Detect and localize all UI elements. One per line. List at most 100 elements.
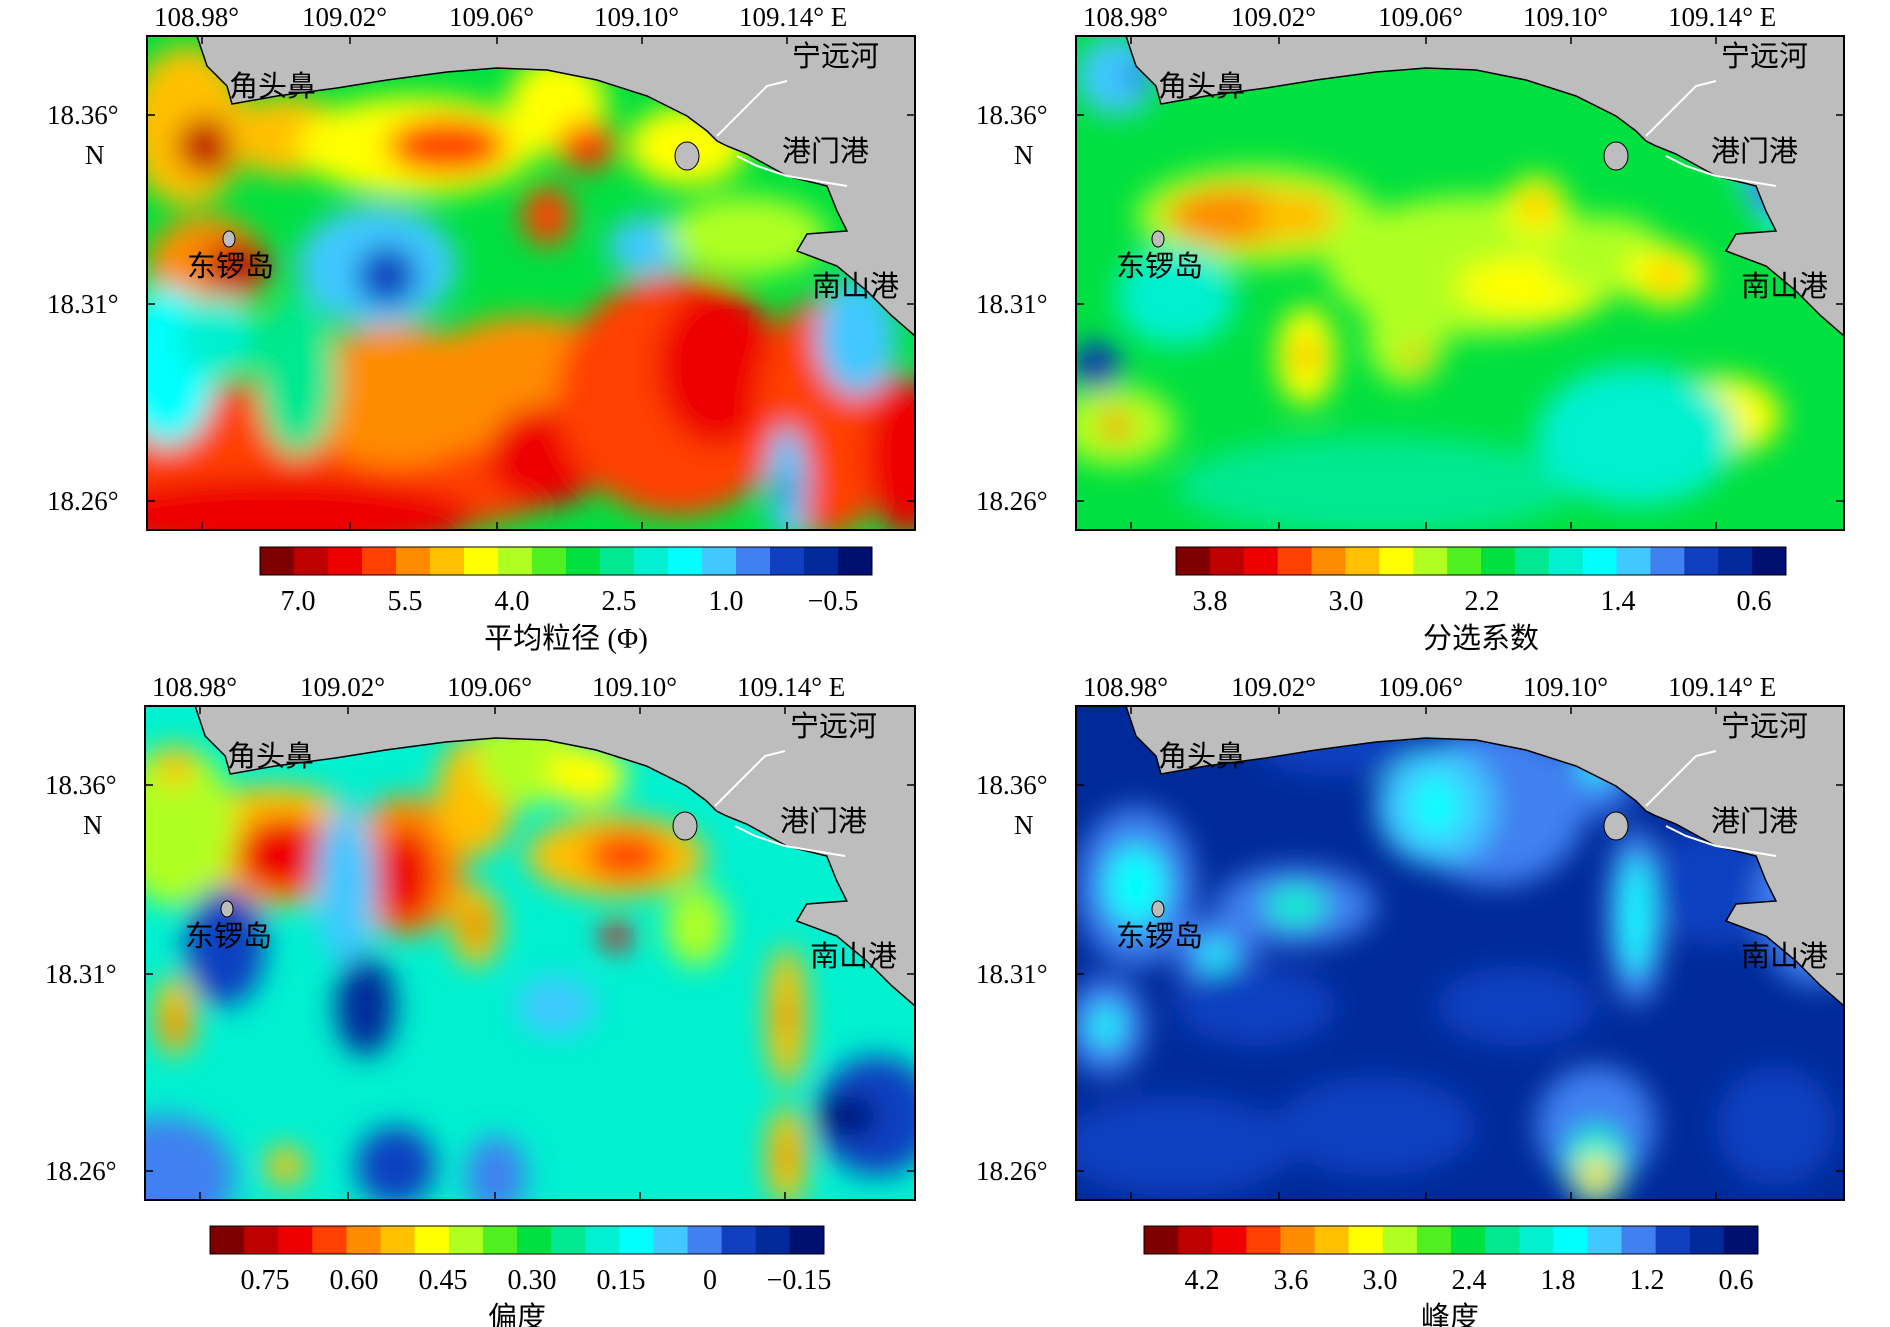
colorbar-swatch	[260, 547, 295, 575]
colorbar-swatch	[380, 1226, 416, 1254]
colorbar-swatch	[600, 547, 635, 575]
colorbar-swatch	[1416, 1226, 1452, 1254]
latitude-tick-label: 18.26°	[47, 486, 119, 516]
colorbar-swatch	[566, 547, 601, 575]
dongluo-island-shape	[222, 230, 236, 248]
colorbar-swatch	[1582, 547, 1618, 575]
colorbar-tick-label: 3.8	[1193, 586, 1228, 617]
map-panel-kurtosis: 108.98° 109.02° 109.06° 109.10° 109.14° E 18.…	[976, 672, 1845, 1327]
map-panel-mean-grain-size: 108.98° 109.02° 109.06° 109.10° 109.14° E 18.…	[47, 2, 916, 655]
contour-blob	[516, 976, 597, 1036]
longitude-tick-label: 108.98°	[152, 672, 237, 702]
colorbar-swatch	[1277, 547, 1313, 575]
colorbar-swatch	[1345, 547, 1380, 575]
place-name-nanshan: 南山港	[810, 940, 897, 973]
contour-blob	[315, 806, 376, 966]
contour-blob	[601, 921, 632, 951]
latitude-tick-label: 18.26°	[976, 1156, 1048, 1186]
colorbar-swatch	[1514, 547, 1550, 575]
contour-blob	[779, 481, 795, 501]
river-line	[714, 750, 786, 807]
lagoon-shape	[674, 141, 700, 171]
colorbar-swatch	[1548, 547, 1584, 575]
contour-blob	[1536, 366, 1736, 506]
contour-blob	[816, 1096, 877, 1136]
place-name-nanshan: 南山港	[812, 270, 899, 303]
colorbar-swatch	[1718, 547, 1753, 575]
colorbar-tick-label: 0.30	[508, 1265, 557, 1296]
colorbar-tick-label: 7.0	[281, 586, 316, 617]
contour-blob	[1366, 286, 1446, 386]
contour-blob	[1201, 941, 1231, 971]
place-name-island: 东锣岛	[1116, 250, 1203, 283]
map-frame	[1075, 35, 1845, 531]
colorbar-tick-label: 0.75	[241, 1265, 290, 1296]
colorbar-swatch	[346, 1226, 382, 1254]
colorbar-swatch	[448, 1226, 484, 1254]
colorbar-swatch	[619, 1226, 654, 1254]
colorbar-swatch	[1379, 547, 1414, 575]
longitude-tick-label: 109.14° E	[1668, 672, 1776, 702]
colorbar-swatch	[532, 547, 567, 575]
colorbar-tick-label: −0.5	[808, 586, 859, 617]
longitude-tick-label: 109.10°	[592, 672, 677, 702]
colorbar-tick-label: 1.2	[1630, 1265, 1665, 1296]
contour-blob	[666, 886, 727, 966]
colorbar-swatch	[1246, 1226, 1281, 1254]
place-name-river: 宁远河	[790, 710, 877, 743]
place-name-cape: 角头鼻	[1158, 70, 1245, 103]
map-frame	[1075, 705, 1845, 1201]
colorbar-swatch	[702, 547, 737, 575]
contour-blob	[465, 1136, 526, 1200]
colorbar-swatch	[1311, 547, 1346, 575]
longitude-tick-label: 109.10°	[1523, 2, 1608, 32]
colorbar: 7.0 5.5 4.0 2.5 1.0 −0.5 平均粒径 (Φ)	[259, 546, 873, 655]
place-name-river: 宁远河	[1721, 40, 1808, 73]
colorbar-swatch	[551, 1226, 586, 1254]
colorbar-swatch	[770, 547, 805, 575]
colorbar-swatch	[1485, 1226, 1520, 1254]
colorbar-swatch	[1689, 1226, 1725, 1254]
colorbar-swatch	[1382, 1226, 1418, 1254]
longitude-tick-label: 109.06°	[1378, 672, 1463, 702]
contour-field	[1076, 706, 1844, 1200]
colorbar-swatch	[1752, 547, 1787, 575]
longitude-tick-label: 109.02°	[1231, 672, 1316, 702]
river-line	[1645, 750, 1717, 807]
colorbar-title: 峰度	[1421, 1301, 1479, 1327]
contour-field	[145, 706, 915, 1200]
colorbar-swatch	[789, 1226, 825, 1254]
colorbar-tick-label: 3.6	[1274, 1265, 1309, 1296]
colorbar-tick-label: 4.2	[1185, 1265, 1220, 1296]
contour-blob	[387, 118, 507, 174]
contour-blob	[767, 426, 807, 530]
colorbar-swatch	[1481, 547, 1516, 575]
colorbar-swatch	[517, 1226, 552, 1254]
latitude-tick-label: 18.36°	[47, 100, 119, 130]
contour-blob	[235, 816, 336, 896]
contour-field	[147, 36, 915, 530]
colorbar-swatch	[653, 1226, 689, 1254]
colorbar-tick-label: 2.4	[1452, 1265, 1487, 1296]
colorbar-swatch	[278, 1226, 313, 1254]
colorbar-swatch	[1176, 547, 1211, 575]
colorbar-title: 平均粒径 (Φ)	[484, 622, 648, 655]
latitude-tick-label: 18.31°	[976, 959, 1048, 989]
place-name-port: 港门港	[780, 805, 867, 838]
contour-blob	[1411, 776, 1461, 836]
colorbar-swatch	[482, 1226, 518, 1254]
colorbar-swatch	[1723, 1226, 1759, 1254]
colorbar-swatch	[294, 547, 329, 575]
contour-blob	[522, 186, 572, 246]
colorbar-swatch	[838, 547, 873, 575]
colorbar-swatch	[464, 547, 499, 575]
contour-blob	[185, 886, 266, 1006]
lagoon-shape	[1603, 141, 1629, 171]
contour-blob	[657, 286, 777, 446]
river-line	[734, 825, 846, 857]
contour-blob	[1091, 1006, 1121, 1046]
longitude-tick-label: 108.98°	[1083, 672, 1168, 702]
contour-blob	[607, 216, 687, 276]
colorbar-swatch	[1553, 1226, 1588, 1254]
